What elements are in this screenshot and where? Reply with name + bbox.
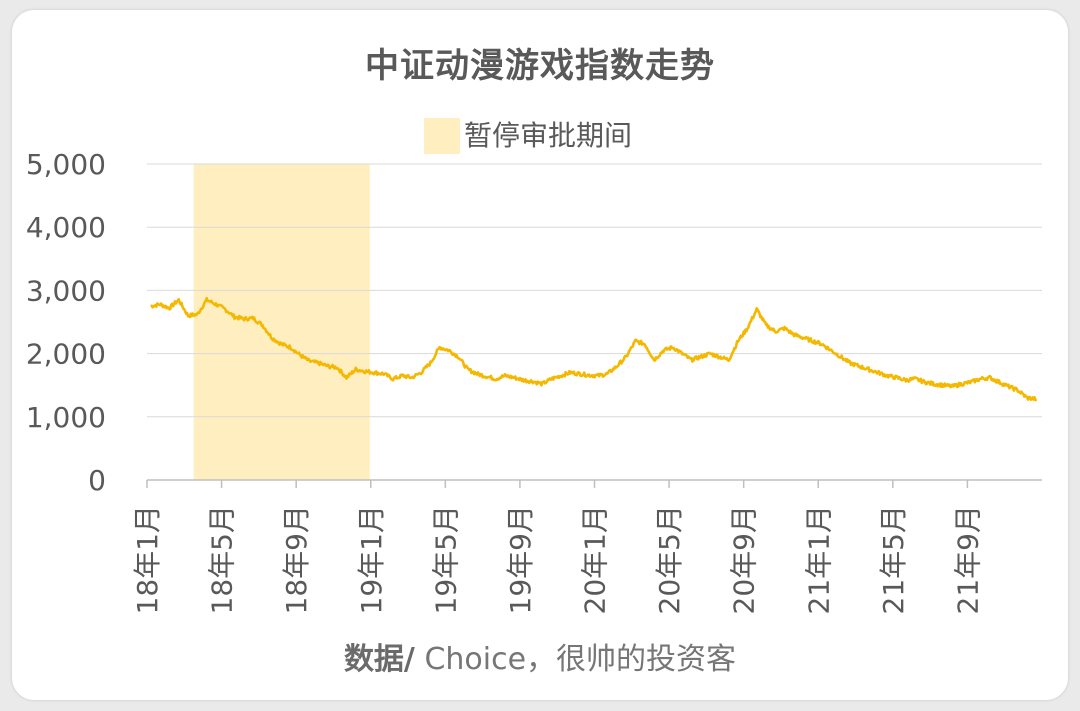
y-tick-label: 2,000 <box>26 338 106 371</box>
x-tick-label: 21年5月 <box>877 505 910 614</box>
x-tick-label: 18年1月 <box>131 505 164 614</box>
x-tick-label: 20年1月 <box>579 505 612 614</box>
y-tick-label: 1,000 <box>26 401 106 434</box>
source-label: 数据/ <box>343 642 415 677</box>
x-tick-label: 19年9月 <box>504 505 537 614</box>
x-tick-label: 21年1月 <box>802 505 835 614</box>
shaded-period-band <box>193 164 370 480</box>
source-text: Choice，很帅的投资客 <box>414 642 737 677</box>
y-tick-label: 5,000 <box>26 148 106 181</box>
chart-title: 中证动漫游戏指数走势 <box>365 46 715 86</box>
y-tick-label: 0 <box>88 464 106 497</box>
x-tick-label: 20年5月 <box>653 505 686 614</box>
x-tick-label: 18年9月 <box>280 505 313 614</box>
legend-swatch-band <box>424 118 460 154</box>
legend-label: 暂停审批期间 <box>464 119 633 152</box>
x-tick-label: 21年9月 <box>951 505 984 614</box>
x-tick-label: 18年5月 <box>206 505 239 614</box>
x-tick-label: 19年5月 <box>429 505 462 614</box>
y-tick-label: 3,000 <box>26 274 106 307</box>
x-tick-label: 20年9月 <box>728 505 761 614</box>
index-line-series <box>150 296 1038 402</box>
y-tick-label: 4,000 <box>26 211 106 244</box>
x-tick-label: 19年1月 <box>355 505 388 614</box>
chart-card <box>12 10 1068 700</box>
source-note: 数据/ Choice，很帅的投资客 <box>0 634 1080 678</box>
